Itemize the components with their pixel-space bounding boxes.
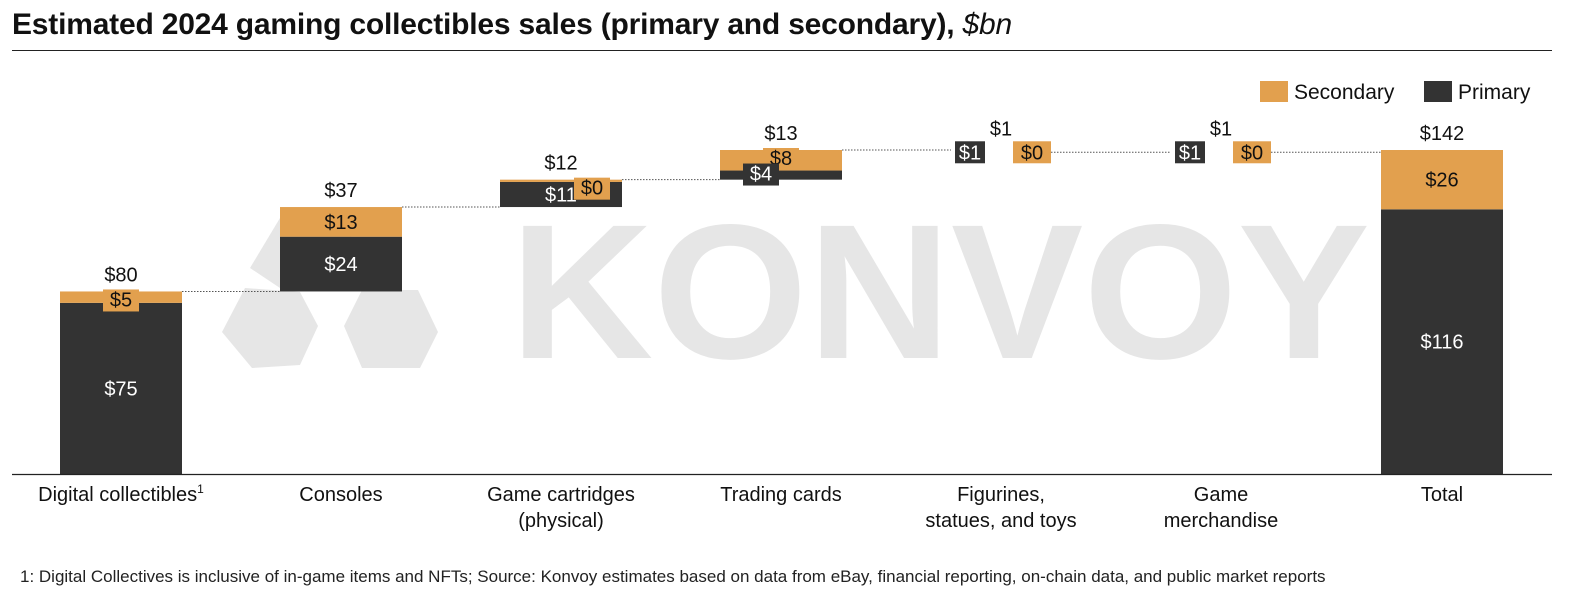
data-label-primary: $1 [959, 142, 981, 164]
bar-secondary [280, 207, 402, 237]
legend-label-primary: Primary [1458, 81, 1531, 104]
legend-swatch-primary [1424, 81, 1452, 102]
data-label-secondary: $0 [1021, 142, 1043, 164]
bar-primary [1175, 141, 1205, 164]
data-label-secondary: $5 [110, 289, 132, 311]
x-tick-label: Trading cards [720, 484, 842, 506]
legend-swatch-secondary [1260, 81, 1288, 102]
data-label-total: $1 [990, 118, 1012, 140]
data-label-primary: $75 [104, 378, 137, 400]
category-group: $26 $116 $142 Total [1381, 123, 1503, 506]
data-label-secondary: $26 [1425, 170, 1458, 192]
bar-primary [280, 236, 402, 292]
category-group: $0$11 $12 Game cartridges (physical) [487, 153, 635, 532]
data-label-primary: $116 [1420, 332, 1463, 354]
chart-title-unit: $bn [962, 8, 1013, 41]
bar-secondary [1381, 150, 1503, 210]
data-label-secondary: $13 [324, 212, 357, 234]
legend-label-secondary: Secondary [1294, 81, 1395, 104]
x-tick-label: (physical) [518, 510, 604, 532]
title-divider [12, 50, 1552, 51]
chart-title-text: Estimated 2024 gaming collectibles sales… [12, 8, 955, 41]
data-label-total: $13 [764, 123, 797, 145]
x-tick-label: Consoles [299, 484, 382, 506]
category-group: $5 $75 $80 Digital collectibles1 [38, 264, 204, 506]
data-label-secondary: $0 [581, 178, 603, 200]
data-label-primary: $11 [545, 184, 577, 206]
x-tick-label: Total [1421, 484, 1463, 506]
footnote: 1: Digital Collectives is inclusive of i… [20, 567, 1326, 586]
x-tick-label: merchandise [1164, 510, 1279, 532]
data-label-secondary: $0 [1241, 142, 1263, 164]
bar-secondary [1233, 141, 1271, 164]
bar-secondary [1013, 141, 1051, 164]
data-label-total: $1 [1210, 118, 1232, 140]
data-label-primary: $24 [324, 254, 357, 276]
category-group: $13 $24 $37 Consoles [280, 180, 402, 506]
x-tick-label: Game cartridges [487, 484, 635, 506]
bar-primary [720, 170, 842, 180]
data-label-primary: $1 [1179, 142, 1201, 164]
legend: Secondary Primary [1260, 81, 1531, 104]
chart-title: Estimated 2024 gaming collectibles sales… [12, 8, 1012, 42]
watermark-logo-shape [344, 290, 438, 368]
category-group: $1 $0 $1 Game merchandise [1164, 118, 1279, 532]
data-label-primary-bg [743, 163, 779, 186]
category-group: $1 $0 $1 Figurines, statues, and toys [925, 118, 1076, 532]
data-label-secondary-bg [103, 289, 139, 312]
x-tick-label: Game [1194, 484, 1248, 506]
x-tick-label: statues, and toys [925, 510, 1076, 532]
bar-primary [955, 141, 985, 164]
data-label-total: $80 [104, 264, 137, 286]
connector-lines [182, 149, 1381, 292]
bar-secondary [500, 179, 622, 182]
watermark-text: KONVOY [510, 184, 1370, 399]
bar-primary [1381, 209, 1503, 474]
footnote-marker: 1 [197, 482, 204, 496]
data-label-secondary-bg [574, 177, 610, 200]
data-label-total: $12 [544, 153, 577, 175]
data-label-total: $37 [324, 180, 357, 202]
x-tick-label: Figurines, [957, 484, 1045, 506]
x-tick-label: Digital collectibles1 [38, 482, 204, 506]
bar-primary [60, 302, 182, 474]
watermark-logo-shape [222, 288, 318, 368]
data-label-primary: $4 [750, 164, 772, 186]
data-label-total: $142 [1420, 123, 1465, 145]
